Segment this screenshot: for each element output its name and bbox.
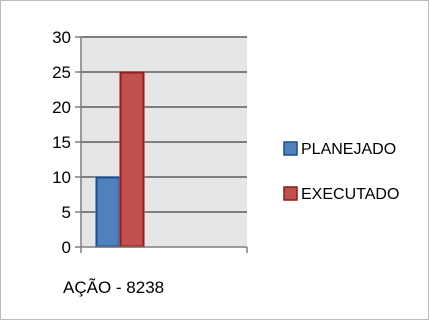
bar-planejado-0 <box>95 176 121 248</box>
bar-executado-0 <box>119 71 145 248</box>
axes: 0 5 10 15 20 25 30 AÇÃO - 8238 <box>52 28 248 297</box>
y-tick-label-0: 0 <box>62 238 71 257</box>
legend-swatch-planejado <box>283 141 298 156</box>
legend: PLANEJADO EXECUTADO <box>283 141 399 203</box>
legend-label-planejado: PLANEJADO <box>301 141 396 158</box>
y-tick-label-30: 30 <box>52 28 71 47</box>
y-tick-label-10: 10 <box>52 168 71 187</box>
y-tick-label-20: 20 <box>52 98 71 117</box>
y-tick-label-5: 5 <box>62 203 71 222</box>
category-label-0: AÇÃO - 8238 <box>63 278 164 297</box>
legend-label-executado: EXECUTADO <box>301 186 399 203</box>
y-tick-label-15: 15 <box>52 133 71 152</box>
legend-swatch-executado <box>283 186 298 201</box>
y-tick-label-25: 25 <box>52 63 71 82</box>
plot-area <box>81 36 247 248</box>
